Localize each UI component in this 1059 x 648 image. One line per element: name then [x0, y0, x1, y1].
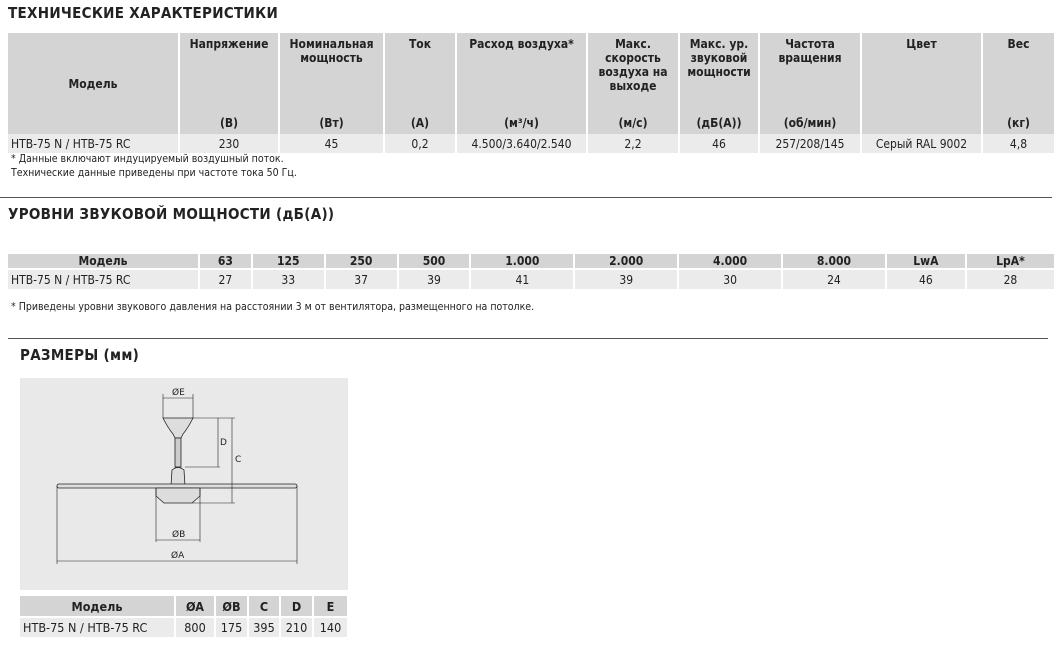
- spec-header-cell: Макс. скорость воздуха на выходе (м/с): [588, 33, 678, 134]
- spec-header-cell: Макс. ур. звуковой мощности (дБ(А)): [680, 33, 758, 134]
- sound-cell: 46: [886, 270, 965, 289]
- spec-note-1: * Данные включают индуцируемый воздушный…: [11, 153, 284, 165]
- spec-header-cell: Модель: [8, 33, 178, 134]
- spec-header-label: Номинальная мощность: [289, 37, 374, 65]
- label-a: ØA: [171, 550, 185, 561]
- spec-header-unit: (А): [410, 116, 430, 130]
- spec-header-label: Частота вращения: [778, 37, 842, 65]
- sound-header-cell: 250: [325, 254, 397, 268]
- spec-header-label: Макс. ур. звуковой мощности: [687, 37, 751, 79]
- sound-cell: 33: [252, 270, 324, 289]
- sound-header-cell: 2.000: [575, 254, 678, 268]
- sound-note: * Приведены уровни звукового давления на…: [11, 301, 535, 313]
- label-b: ØB: [172, 529, 185, 540]
- spec-cell: 46: [680, 134, 758, 153]
- dims-title: РАЗМЕРЫ (мм): [20, 346, 140, 364]
- spec-title: ТЕХНИЧЕСКИЕ ХАРАКТЕРИСТИКИ: [8, 4, 279, 22]
- spec-table: Модель Напряжение (В) Номинальная мощность (…: [6, 33, 1056, 153]
- dims-table: Модель ØA ØB C D E HTB-75 N / HTB-75 RC 800 175 3…: [18, 594, 349, 639]
- spec-cell: 45: [280, 134, 383, 153]
- dims-header-cell: D: [281, 596, 312, 616]
- dims-header-cell: Модель: [20, 596, 174, 616]
- dims-cell: 800: [176, 618, 214, 637]
- spec-header-unit: (В): [219, 116, 239, 130]
- spec-header-unit: (кг): [1007, 116, 1030, 130]
- dims-header-cell: C: [249, 596, 279, 616]
- sound-cell: 39: [398, 270, 470, 289]
- sound-title: УРОВНИ ЗВУКОВОЙ МОЩНОСТИ (дБ(А)): [8, 205, 335, 223]
- spec-header-label: Расход воздуха*: [469, 37, 574, 51]
- spec-header-label: Модель: [68, 76, 118, 91]
- dims-header-cell: ØB: [216, 596, 247, 616]
- dims-cell: 140: [314, 618, 347, 637]
- sound-cell: 37: [325, 270, 397, 289]
- fan-motor-top: [170, 467, 186, 487]
- spec-header-label: Ток: [408, 37, 432, 51]
- spec-header-cell: Ток (А): [385, 33, 455, 134]
- spec-note-2: Технические данные приведены при частоте…: [11, 167, 297, 179]
- spec-cell: 230: [180, 134, 278, 153]
- spec-cell: 0,2: [385, 134, 455, 153]
- dims-header-cell: E: [314, 596, 347, 616]
- fan-blade: [56, 483, 298, 489]
- fan-canopy: [162, 417, 194, 439]
- sound-cell: HTB-75 N / HTB-75 RC: [8, 270, 198, 289]
- spec-cell: 257/208/145: [760, 134, 860, 153]
- sound-header-cell: Модель: [8, 254, 198, 268]
- spec-header-cell: Расход воздуха* (м³/ч): [457, 33, 586, 134]
- spec-header-unit: (м³/ч): [504, 116, 539, 130]
- spec-header-label: Вес: [1007, 37, 1030, 51]
- label-d: D: [220, 438, 227, 448]
- sound-cell: 24: [783, 270, 885, 289]
- spec-header-cell: Частота вращения (об/мин): [760, 33, 860, 134]
- fan-rod: [174, 437, 182, 468]
- divider: [0, 197, 1052, 198]
- dims-cell: HTB-75 N / HTB-75 RC: [20, 618, 174, 637]
- spec-header-cell: Вес (кг): [983, 33, 1054, 134]
- sound-header-cell: 4.000: [679, 254, 781, 268]
- spec-header-unit: (м/с): [618, 116, 648, 130]
- spec-header-cell: Номинальная мощность (Вт): [280, 33, 383, 134]
- sound-cell: 39: [575, 270, 678, 289]
- spec-header-cell: Цвет: [862, 33, 981, 134]
- dims-cell: 210: [281, 618, 312, 637]
- dims-cell: 175: [216, 618, 247, 637]
- spec-cell: 4.500/3.640/2.540: [457, 134, 586, 153]
- sound-header-cell: LpA*: [966, 254, 1054, 268]
- sound-header-cell: LwA: [886, 254, 965, 268]
- sound-cell: 30: [679, 270, 781, 289]
- label-e: ØE: [172, 387, 185, 398]
- spec-header-unit: (Вт): [319, 116, 344, 130]
- fan-motor-bottom: [155, 487, 201, 504]
- sound-header-cell: 500: [398, 254, 470, 268]
- dims-header-cell: ØA: [176, 596, 214, 616]
- spec-cell: 4,8: [983, 134, 1054, 153]
- sound-header-cell: 63: [200, 254, 251, 268]
- spec-header-label: Цвет: [906, 37, 937, 51]
- spec-header-unit: (дБ(А)): [696, 116, 742, 130]
- sound-cell: 28: [966, 270, 1054, 289]
- label-c: C: [235, 455, 241, 465]
- spec-header-cell: Напряжение (В): [180, 33, 278, 134]
- sound-header-cell: 125: [252, 254, 324, 268]
- spec-header-label: Напряжение: [189, 37, 269, 51]
- dims-cell: 395: [249, 618, 279, 637]
- spec-cell: HTB-75 N / HTB-75 RC: [8, 134, 178, 153]
- fan-diagram: ØE D C ØB ØA: [20, 378, 348, 590]
- sound-header-cell: 1.000: [471, 254, 574, 268]
- spec-cell: 2,2: [588, 134, 678, 153]
- spec-header-unit: (об/мин): [783, 116, 837, 130]
- spec-header-label: Макс. скорость воздуха на выходе: [598, 37, 668, 93]
- sound-header-cell: 8.000: [783, 254, 885, 268]
- divider: [8, 338, 1048, 339]
- spec-cell: Серый RAL 9002: [862, 134, 981, 153]
- sound-cell: 27: [200, 270, 251, 289]
- sound-table: Модель 63 125 250 500 1.000 2.000 4.000 8.000 LwA…: [6, 252, 1056, 291]
- sound-cell: 41: [471, 270, 574, 289]
